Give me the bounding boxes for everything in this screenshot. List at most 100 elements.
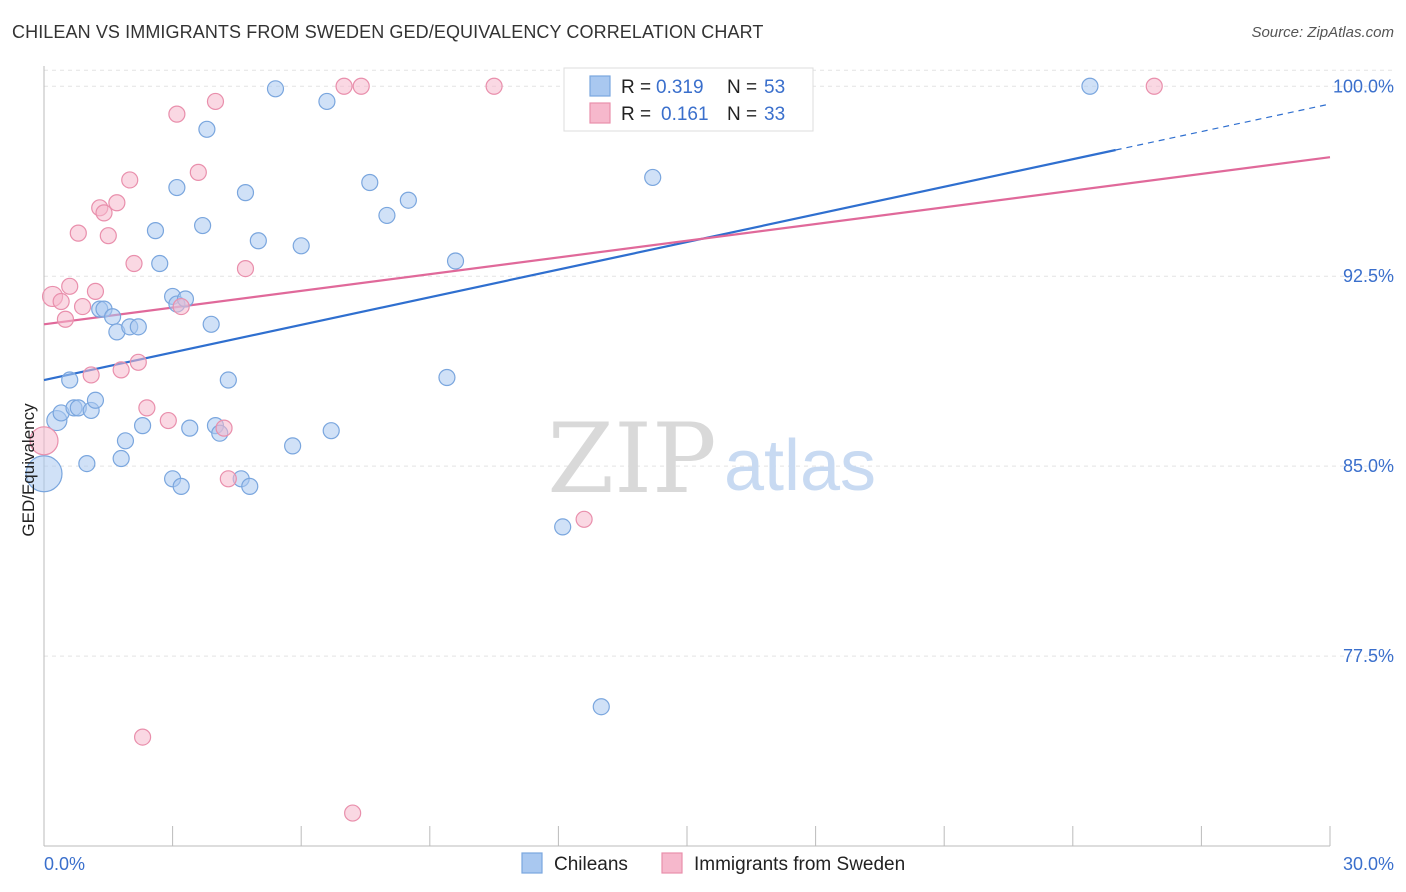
point-series-0: [129, 318, 147, 336]
axes: [43, 66, 1331, 847]
point-series-1: [344, 804, 362, 822]
point-series-0: [172, 477, 190, 495]
point-series-0: [322, 422, 340, 440]
watermark-zip: ZIP: [547, 403, 716, 515]
point-series-1: [352, 77, 370, 95]
point-series-0: [151, 254, 169, 273]
point-series-1: [121, 171, 139, 189]
point-series-1: [73, 297, 92, 316]
point-series-0: [181, 419, 199, 437]
stats-legend-r-value: 0.319: [656, 77, 704, 98]
point-series-1: [159, 411, 177, 430]
watermark-atlas: atlas: [724, 426, 876, 506]
point-series-0: [236, 184, 255, 202]
y-axis-title: GED/Equivalency: [19, 403, 38, 537]
stats-legend-n-value: 53: [764, 77, 785, 98]
source-label: Source: ZipAtlas.com: [1251, 24, 1394, 41]
point-series-1: [52, 292, 70, 311]
point-series-1: [189, 163, 207, 181]
point-series-0: [592, 698, 610, 716]
point-series-1: [108, 194, 126, 212]
legend-label-chileans: Chileans: [554, 854, 628, 875]
stats-legend-n-label: N =: [727, 77, 757, 98]
point-series-0: [446, 252, 465, 270]
point-series-0: [644, 168, 662, 187]
point-series-0: [266, 80, 285, 98]
trend-line-1: [43, 156, 1331, 326]
point-series-1: [69, 224, 87, 242]
point-series-0: [241, 477, 259, 495]
stats-legend-n-label: N =: [727, 104, 757, 125]
legend-swatch-chileans: [521, 852, 543, 874]
point-series-1: [485, 77, 503, 95]
point-series-1: [575, 510, 593, 528]
point-series-0: [86, 391, 105, 409]
point-series-0: [78, 454, 96, 473]
chart-title: CHILEAN VS IMMIGRANTS FROM SWEDEN GED/EQ…: [12, 22, 764, 42]
point-series-0: [399, 191, 417, 209]
point-series-0: [318, 92, 336, 111]
point-series-1: [95, 204, 113, 222]
point-series-0: [116, 432, 135, 450]
point-series-0: [284, 437, 302, 455]
point-series-1: [99, 227, 117, 245]
stats-legend-swatch-sweden: [589, 102, 611, 124]
point-series-1: [56, 310, 75, 328]
stats-legend-swatch-chileans: [589, 75, 611, 97]
stats-legend-r-value: 0.161: [661, 104, 709, 125]
stats-legend-n-value: 33: [764, 104, 785, 125]
point-series-0: [61, 371, 79, 389]
point-series-1: [172, 297, 190, 316]
point-series-1: [219, 470, 237, 488]
point-series-1: [61, 277, 79, 295]
stats-legend-r-label: R =: [621, 104, 651, 125]
point-series-1: [215, 419, 233, 437]
trend-line-0: [43, 148, 1116, 382]
point-series-1: [112, 361, 130, 379]
point-series-0: [112, 449, 130, 468]
point-series-0: [1081, 77, 1099, 95]
stats-legend: R = 0.319 N = 53 R = 0.161 N = 33: [563, 67, 814, 132]
point-series-1: [133, 728, 152, 746]
point-series-1: [206, 92, 225, 111]
point-series-1: [236, 259, 255, 278]
trend-line-extension-0: [1115, 103, 1331, 151]
point-series-0: [292, 237, 310, 255]
point-series-1: [82, 366, 100, 384]
point-series-1: [129, 353, 147, 371]
stats-legend-r-label: R =: [621, 77, 651, 98]
point-series-0: [202, 315, 220, 333]
point-series-1: [168, 105, 186, 123]
point-series-1: [138, 399, 156, 417]
point-series-1: [335, 77, 353, 95]
y-tick-label: 100.0%: [1333, 76, 1394, 96]
point-series-0: [219, 371, 237, 389]
data-points: [25, 77, 1163, 822]
x-tick-label-max: 30.0%: [1343, 854, 1394, 874]
y-tick-label: 77.5%: [1343, 646, 1394, 666]
y-tick-label: 92.5%: [1343, 266, 1394, 286]
y-tick-label: 85.0%: [1343, 456, 1394, 476]
grid-lines: [44, 69, 1394, 657]
point-series-0: [361, 173, 379, 192]
x-tick-labels: 0.0% 30.0%: [44, 854, 1394, 874]
point-series-0: [438, 368, 456, 387]
watermark: ZIP atlas: [547, 403, 876, 515]
point-series-0: [25, 455, 63, 493]
point-series-1: [29, 426, 59, 456]
x-tick-label-min: 0.0%: [44, 854, 85, 874]
point-series-0: [133, 417, 152, 435]
point-series-0: [378, 206, 396, 225]
legend-swatch-sweden: [661, 852, 683, 874]
trend-lines: [43, 103, 1331, 382]
series-legend: Chileans Immigrants from Sweden: [521, 852, 905, 875]
point-series-0: [168, 178, 186, 197]
legend-label-sweden: Immigrants from Sweden: [694, 854, 905, 875]
point-series-0: [554, 518, 572, 536]
y-tick-labels: 77.5% 85.0% 92.5% 100.0%: [1333, 76, 1394, 666]
point-series-0: [103, 308, 122, 326]
point-series-0: [194, 216, 212, 235]
point-series-1: [125, 254, 143, 273]
point-series-0: [146, 222, 165, 240]
